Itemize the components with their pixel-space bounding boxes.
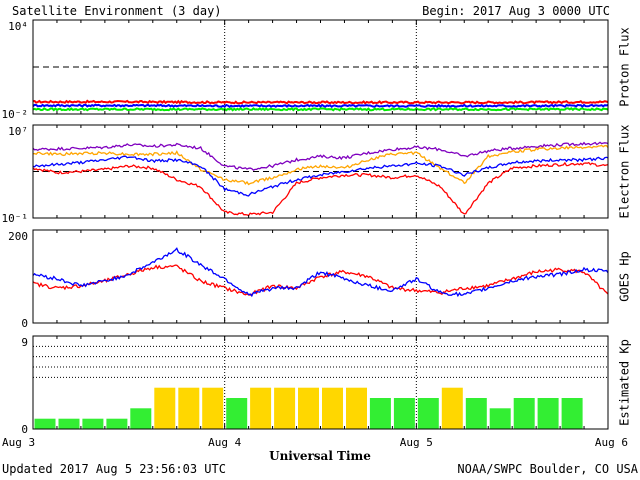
chart-title: Satellite Environment (3 day) <box>12 4 222 18</box>
kp-bar <box>346 387 367 429</box>
series-line-purple <box>32 141 609 171</box>
y-tick-label-bottom: 10⁻² <box>2 108 29 121</box>
y-tick-label-top: 10⁴ <box>8 20 28 33</box>
x-tick-label: Aug 3 <box>2 436 35 449</box>
series-line-blue <box>32 155 609 197</box>
kp-bar <box>537 398 559 429</box>
kp-bar <box>250 387 272 429</box>
begin-time: Begin: 2017 Aug 3 0000 UTC <box>422 4 610 18</box>
y-tick-label-top: 10⁷ <box>8 125 28 138</box>
series-line-blue <box>32 103 609 109</box>
kp-bar <box>513 398 535 429</box>
kp-bar <box>465 398 487 429</box>
kp-bar <box>178 387 200 429</box>
y-tick-label-bottom: 0 <box>21 423 28 436</box>
updated-timestamp: Updated 2017 Aug 5 23:56:03 UTC <box>2 462 226 476</box>
kp-bar <box>298 387 319 429</box>
y-axis-label: Electron Flux <box>618 125 632 219</box>
electron-flux-panel: 10⁷ 10⁻¹ Electron Flux <box>2 124 632 225</box>
kp-bar <box>202 387 224 429</box>
y-axis-label: Estimated Kp <box>618 339 632 426</box>
series-line-red <box>32 99 609 105</box>
estimated-kp-panel: 9 0 Estimated Kp <box>21 335 632 436</box>
kp-bar <box>58 418 80 429</box>
credit-text: NOAA/SWPC Boulder, CO USA <box>457 462 638 476</box>
kp-bar <box>106 418 128 429</box>
kp-bar <box>369 398 391 429</box>
series-line-green <box>32 107 609 112</box>
kp-bar <box>489 408 511 429</box>
x-tick-label: Aug 6 <box>595 436 628 449</box>
x-axis-labels: Aug 3 Aug 4 Aug 5 Aug 6 <box>2 436 628 449</box>
kp-bar <box>393 398 415 429</box>
kp-bar <box>441 387 463 429</box>
series-line-blue <box>32 247 609 298</box>
y-tick-label-top: 9 <box>21 336 28 349</box>
series-line-red <box>32 264 609 296</box>
y-tick-label-bottom: 0 <box>21 317 28 330</box>
kp-bar <box>82 418 104 429</box>
x-tick-label: Aug 4 <box>208 436 241 449</box>
kp-bar <box>226 398 248 429</box>
kp-bar <box>417 398 439 429</box>
x-axis-title: Universal Time <box>269 449 371 463</box>
goes-hp-panel: 200 0 GOES Hp <box>8 229 632 330</box>
y-tick-label-bottom: 10⁻¹ <box>2 212 29 225</box>
y-axis-label: GOES Hp <box>618 251 632 302</box>
kp-bar <box>154 387 176 429</box>
x-tick-label: Aug 5 <box>400 436 433 449</box>
kp-bar <box>130 408 152 429</box>
kp-bar <box>274 387 296 429</box>
panel-frame <box>32 19 609 115</box>
panel-frame <box>32 124 609 219</box>
kp-bar <box>322 387 343 429</box>
kp-bar <box>34 418 56 429</box>
series-line-red <box>32 161 609 217</box>
kp-bar <box>561 398 583 429</box>
proton-flux-panel: 10⁴ 10⁻² Proton Flux <box>2 19 632 121</box>
series-line-orange <box>32 144 609 186</box>
y-axis-label: Proton Flux <box>618 27 632 106</box>
y-tick-label-top: 200 <box>8 230 28 243</box>
